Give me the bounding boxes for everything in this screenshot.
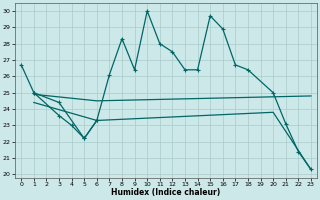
X-axis label: Humidex (Indice chaleur): Humidex (Indice chaleur): [111, 188, 221, 197]
